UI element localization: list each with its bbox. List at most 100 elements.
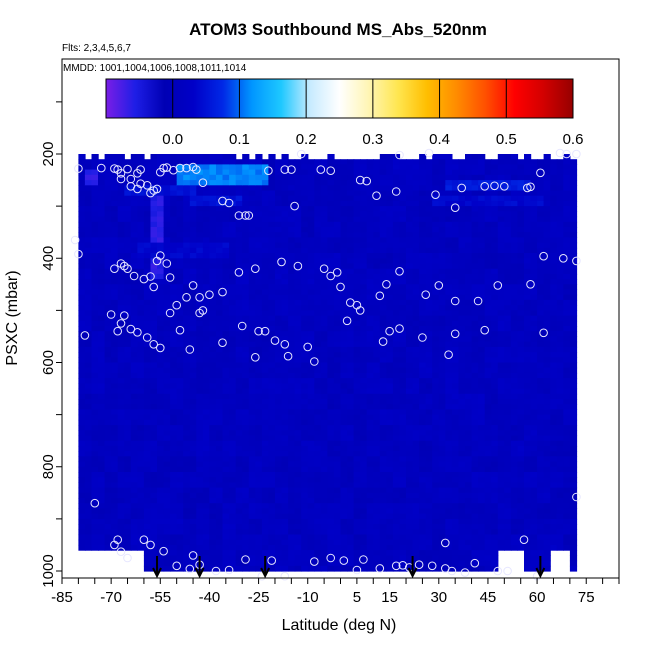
heatmap-cell <box>130 445 138 452</box>
heatmap-cell <box>399 232 407 238</box>
heatmap-cell <box>419 305 427 311</box>
heatmap-cell <box>196 451 204 457</box>
heatmap-cell <box>163 487 171 494</box>
heatmap-cell <box>183 294 191 301</box>
heatmap-cell <box>438 305 446 311</box>
heatmap-cell <box>360 472 368 478</box>
heatmap-cell <box>261 336 270 343</box>
heatmap-cell <box>91 180 99 186</box>
heatmap-cell <box>471 211 479 218</box>
heatmap-cell <box>216 445 224 452</box>
heatmap-cell <box>216 326 224 332</box>
heatmap-cell <box>163 425 171 431</box>
heatmap-cell <box>202 310 211 317</box>
heatmap-cell <box>84 430 93 437</box>
heatmap-cell <box>130 357 138 364</box>
heatmap-cell <box>399 560 407 567</box>
heatmap-cell <box>170 513 178 520</box>
heatmap-cell <box>301 284 309 291</box>
heatmap-cell <box>150 367 158 374</box>
heatmap-cell <box>392 305 401 311</box>
heatmap-cell <box>340 289 348 296</box>
heatmap-cell <box>366 477 374 483</box>
heatmap-cell <box>314 195 322 202</box>
heatmap-cell <box>406 409 414 416</box>
heatmap-cell <box>419 492 427 499</box>
heatmap-cell <box>314 305 322 311</box>
heatmap-cell <box>117 440 125 447</box>
heatmap-cell <box>84 200 93 207</box>
heatmap-cell <box>412 487 420 494</box>
heatmap-cell <box>157 346 165 353</box>
heatmap-cell <box>425 451 433 457</box>
heatmap-cell <box>340 529 348 536</box>
heatmap-cell <box>432 466 440 473</box>
heatmap-cell <box>445 268 453 275</box>
heatmap-cell <box>216 544 224 551</box>
heatmap-cell <box>183 305 191 311</box>
heatmap-cell <box>484 331 492 337</box>
heatmap-cell <box>445 529 453 536</box>
heatmap-cell <box>366 294 374 301</box>
heatmap-cell <box>268 305 276 311</box>
heatmap-cell <box>307 544 315 551</box>
heatmap-cell <box>78 247 86 254</box>
heatmap-cell <box>78 258 86 265</box>
heatmap-cell <box>392 258 401 265</box>
heatmap-cell <box>451 435 460 442</box>
heatmap-cell <box>117 336 125 343</box>
heatmap-cell <box>111 216 119 223</box>
heatmap-cell <box>104 200 112 207</box>
heatmap-cell <box>320 461 328 468</box>
heatmap-cell <box>320 419 328 426</box>
heatmap-cell <box>130 404 138 410</box>
heatmap-cell <box>399 211 407 218</box>
heatmap-cell <box>117 195 125 202</box>
heatmap-cell <box>432 263 440 270</box>
heatmap-cell <box>163 263 171 270</box>
heatmap-cell <box>438 331 446 337</box>
heatmap-cell <box>78 154 86 160</box>
heatmap-cell <box>150 440 158 447</box>
heatmap-cell <box>248 190 256 197</box>
heatmap-cell <box>170 190 178 197</box>
heatmap-cell <box>412 492 420 499</box>
heatmap-cell <box>399 388 407 395</box>
heatmap-cell <box>314 200 322 207</box>
heatmap-cell <box>320 227 328 233</box>
heatmap-cell <box>275 435 283 442</box>
heatmap-cell <box>242 174 250 181</box>
heatmap-cell <box>366 419 374 426</box>
heatmap-cell <box>294 383 302 390</box>
heatmap-cell <box>202 472 211 478</box>
heatmap-cell <box>347 341 355 348</box>
heatmap-cell <box>124 352 132 358</box>
heatmap-cell <box>320 190 328 197</box>
heatmap-cell <box>386 195 394 202</box>
heatmap-cell <box>451 524 460 530</box>
heatmap-cell <box>176 289 184 296</box>
heatmap-cell <box>353 404 361 410</box>
heatmap-cell <box>78 539 86 546</box>
heatmap-cell <box>432 174 440 181</box>
heatmap-cell <box>130 253 138 259</box>
heatmap-cell <box>412 326 420 332</box>
heatmap-cell <box>471 472 479 478</box>
heatmap-cell <box>117 372 125 379</box>
heatmap-cell <box>150 482 158 489</box>
heatmap-cell <box>288 550 296 556</box>
heatmap-cell <box>91 216 99 223</box>
heatmap-cell <box>176 492 184 499</box>
heatmap-cell <box>360 503 368 509</box>
heatmap-cell <box>491 200 499 207</box>
heatmap-cell <box>425 284 433 291</box>
heatmap-cell <box>333 336 342 343</box>
heatmap-cell <box>399 273 407 280</box>
heatmap-cell <box>222 544 230 551</box>
heatmap-cell <box>261 164 270 171</box>
heatmap-cell <box>216 164 224 171</box>
heatmap-cell <box>412 200 420 207</box>
heatmap-cell <box>320 310 328 317</box>
heatmap-cell <box>392 320 401 327</box>
heatmap-cell <box>432 440 440 447</box>
